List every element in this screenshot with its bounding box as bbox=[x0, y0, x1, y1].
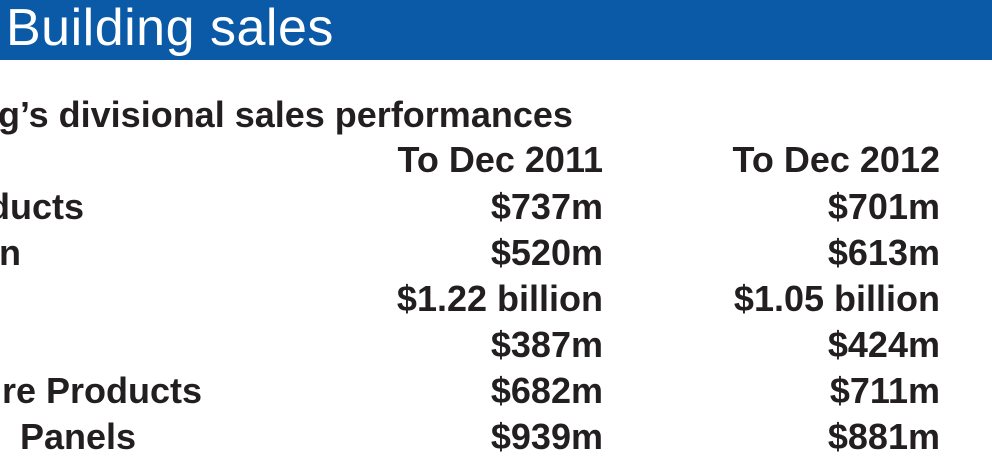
value-2011: $520m bbox=[490, 232, 603, 273]
column-header-2011: To Dec 2011 bbox=[397, 139, 603, 180]
row-label: Panels bbox=[20, 416, 137, 457]
value-2012: $881m bbox=[827, 416, 940, 457]
table-row: $387m $424m bbox=[0, 325, 992, 371]
value-2011: $737m bbox=[490, 186, 603, 227]
table-row: $1.22 billion $1.05 billion bbox=[0, 279, 992, 325]
row-label: n bbox=[0, 232, 21, 273]
value-2012: $613m bbox=[827, 232, 940, 273]
title-bar: Building sales bbox=[0, 0, 992, 60]
page-title: Building sales bbox=[6, 0, 334, 57]
table-subtitle: lding’s divisional sales performances bbox=[0, 94, 573, 135]
value-2011: $387m bbox=[490, 324, 603, 365]
value-2011: $1.22 billion bbox=[396, 278, 603, 319]
value-2012: $1.05 billion bbox=[733, 278, 940, 319]
column-header-2012: To Dec 2012 bbox=[732, 139, 940, 180]
row-label: oducts bbox=[0, 186, 85, 227]
value-2012: $701m bbox=[827, 186, 940, 227]
value-2012: $424m bbox=[827, 324, 940, 365]
table-row: Panels $939m $881m bbox=[0, 417, 992, 463]
row-label: re Products bbox=[2, 370, 203, 411]
table-row: n $520m $613m bbox=[0, 233, 992, 279]
value-2012: $711m bbox=[829, 370, 940, 411]
table-row: oducts $737m $701m bbox=[0, 187, 992, 233]
value-2011: $939m bbox=[490, 416, 603, 457]
value-2011: $682m bbox=[490, 370, 603, 411]
table-row: re Products $682m $711m bbox=[0, 371, 992, 417]
